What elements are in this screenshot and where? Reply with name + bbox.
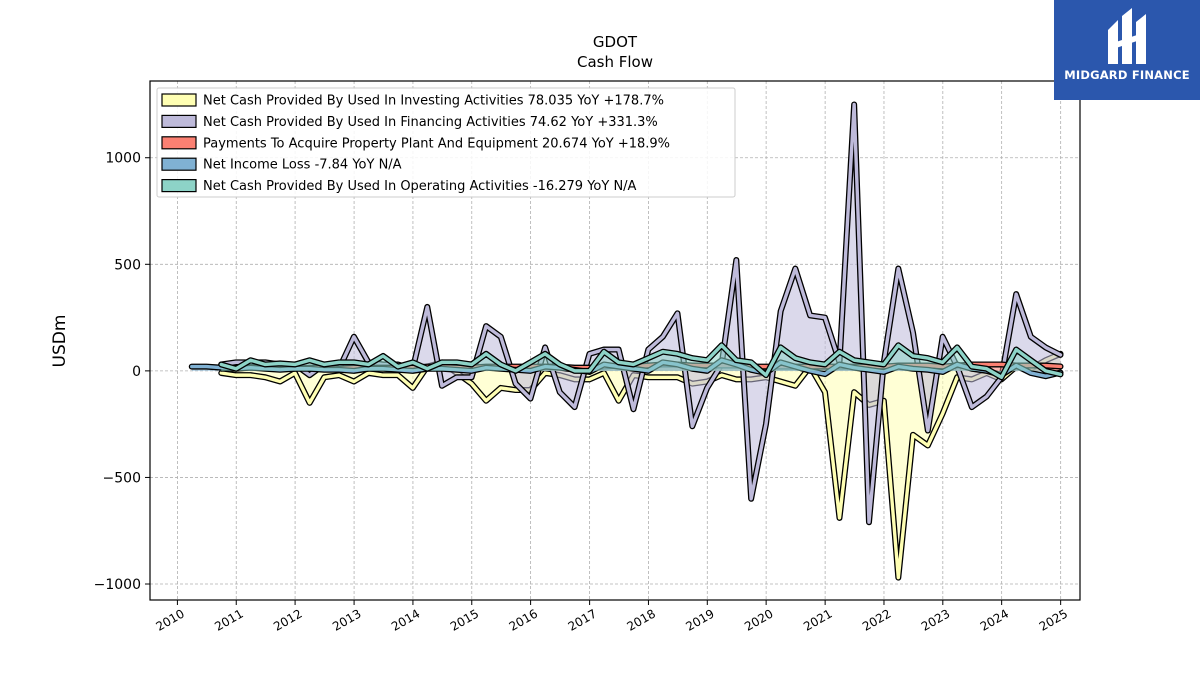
y-tick-label: −1000 [94,577,141,593]
series-1 [218,101,1064,526]
x-tick-label: 2023 [919,606,952,633]
legend-swatch [161,157,197,171]
plot-frame [149,80,1081,601]
brand-name: MIDGARD FINANCE [1064,68,1190,82]
legend-swatch [161,114,197,129]
y-tick-label: −500 [103,470,141,486]
chart-title: GDOT [593,33,638,51]
y-tick-label: 500 [114,257,141,273]
x-tick-label: 2012 [271,606,304,633]
x-tick-label: 2020 [742,606,775,633]
x-tick-label: 2016 [507,606,540,633]
legend-entry: Payments To Acquire Property Plant And E… [203,136,670,151]
x-tick-label: 2022 [860,606,893,633]
x-tick-label: 2021 [801,606,834,633]
x-tick-label: 2015 [448,606,481,633]
x-tick-label: 2019 [683,606,716,633]
legend-swatch [161,136,197,150]
legend-box [156,87,736,198]
x-tick-label: 2017 [566,606,599,633]
legend: Net Cash Provided By Used In Investing A… [156,87,736,198]
legend-swatch [161,93,197,107]
series-line [219,102,1063,524]
series-line [219,343,1063,379]
plot-area [188,101,1064,581]
x-tick-label: 2011 [212,606,245,633]
x-tick-label: 2013 [330,606,363,633]
y-tick-label: 0 [132,364,141,380]
legend-swatch [161,179,197,193]
x-tick-label: 2025 [1037,606,1070,633]
y-axis-label: USDm [50,315,70,368]
series-4 [218,342,1064,381]
y-tick-label: 1000 [105,151,141,167]
brand-logo: MIDGARD FINANCE [1054,0,1200,100]
legend-entry: Net Cash Provided By Used In Financing A… [203,115,658,130]
midgard-logo-icon [1108,8,1146,64]
x-tick-label: 2018 [624,606,657,633]
x-tick-label: 2010 [153,606,186,633]
x-tick-label: 2024 [978,606,1011,633]
legend-entry: Net Income Loss -7.84 YoY N/A [203,158,402,173]
legend-entry: Net Cash Provided By Used In Investing A… [203,94,664,109]
chart-subtitle: Cash Flow [577,53,653,71]
legend-entry: Net Cash Provided By Used In Operating A… [203,179,637,194]
x-tick-label: 2014 [389,606,422,633]
